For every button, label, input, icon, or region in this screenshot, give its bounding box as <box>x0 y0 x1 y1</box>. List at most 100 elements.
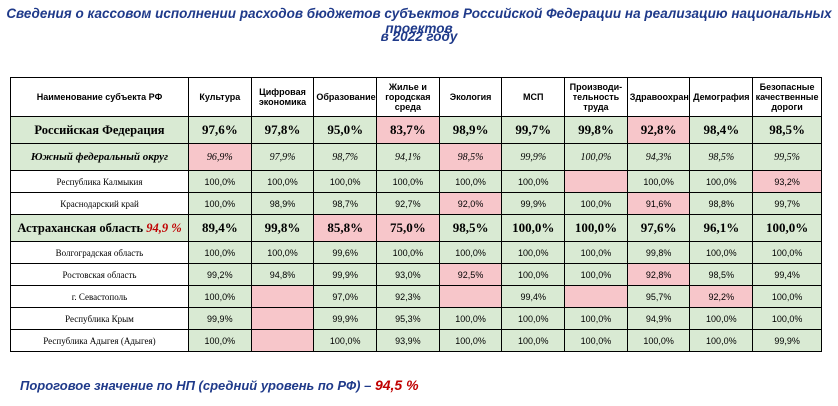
header-row: Наименование субъекта РФ Культура Цифров… <box>10 77 822 117</box>
value-cell: 100,0% <box>187 241 252 264</box>
value-cell: 100,0% <box>564 307 628 330</box>
value-cell <box>250 329 315 352</box>
value-cell: 100,0% <box>376 170 440 193</box>
region-name-text: Астраханская область <box>17 220 144 235</box>
region-name-text: Республика Крым <box>65 313 134 324</box>
value-cell: 100,0% <box>187 170 252 193</box>
value-cell: 97,0% <box>313 285 378 308</box>
value-cell: 99,8% <box>564 116 628 144</box>
region-name: Волгоградская область <box>10 241 189 264</box>
region-name: г. Севастополь <box>10 285 189 308</box>
value-cell <box>564 285 628 308</box>
region-name-text: Республика Калмыкия <box>56 176 143 187</box>
value-cell: 89,4% <box>187 214 252 242</box>
col-header-roads: Безопасные качественные дороги <box>752 77 822 117</box>
value-cell: 100,0% <box>187 329 252 352</box>
value-cell: 96,9% <box>187 143 252 171</box>
value-cell: 100,0% <box>313 329 378 352</box>
value-cell: 100,0% <box>626 170 691 193</box>
value-cell: 100,0% <box>250 170 315 193</box>
value-cell: 94,9% <box>626 307 691 330</box>
value-cell: 99,9% <box>313 263 378 286</box>
value-cell: 99,6% <box>313 241 378 264</box>
table-row: Астраханская область 94,9 % 89,4% 99,8% 85,… <box>10 214 822 242</box>
region-name-text: Южный федеральный округ <box>30 151 169 163</box>
value-cell: 100,0% <box>313 170 378 193</box>
value-cell: 99,8% <box>250 214 315 242</box>
value-cell: 85,8% <box>313 214 378 242</box>
col-header-demography: Демография <box>689 77 754 117</box>
value-cell <box>438 285 503 308</box>
threshold-note: Пороговое значение по НП (средний уровен… <box>20 377 419 393</box>
value-cell: 100,0% <box>564 241 628 264</box>
table-row: Ростовская область 99,2% 94,8% 99,9% 93,0% 92… <box>10 263 822 286</box>
value-cell: 100,0% <box>438 170 503 193</box>
value-cell: 92,8% <box>626 116 691 144</box>
value-cell: 93,9% <box>376 329 440 352</box>
value-cell: 100,0% <box>689 329 754 352</box>
region-name-text: Российская Федерация <box>34 122 165 137</box>
value-cell: 92,5% <box>438 263 503 286</box>
value-cell: 100,0% <box>564 329 628 352</box>
value-cell: 98,7% <box>313 143 378 171</box>
value-cell: 98,4% <box>689 116 754 144</box>
value-cell: 100,0% <box>501 214 566 242</box>
value-cell: 98,8% <box>689 192 754 215</box>
value-cell: 98,5% <box>752 116 822 144</box>
table-row: Республика Калмыкия 100,0% 100,0% 100,0% 100… <box>10 170 822 193</box>
col-header-ecology: Экология <box>438 77 503 117</box>
value-cell: 98,7% <box>313 192 378 215</box>
value-cell: 92,2% <box>689 285 754 308</box>
value-cell: 100,0% <box>187 285 252 308</box>
value-cell: 100,0% <box>752 307 822 330</box>
value-cell: 100,0% <box>564 192 628 215</box>
value-cell: 100,0% <box>501 329 566 352</box>
value-cell: 100,0% <box>438 241 503 264</box>
value-cell: 75,0% <box>376 214 440 242</box>
value-cell: 97,8% <box>250 116 315 144</box>
value-cell: 98,5% <box>689 143 754 171</box>
value-cell: 95,0% <box>313 116 378 144</box>
region-name-text: Краснодарский край <box>60 198 139 209</box>
threshold-value: 94,5 % <box>374 377 419 393</box>
region-name: Краснодарский край <box>10 192 189 215</box>
value-cell: 99,4% <box>501 285 566 308</box>
threshold-label: Пороговое значение по НП (средний уровен… <box>20 378 375 393</box>
value-cell: 97,9% <box>250 143 315 171</box>
value-cell: 97,6% <box>626 214 691 242</box>
region-name: Астраханская область 94,9 % <box>10 214 189 242</box>
report-title: Сведения о кассовом исполнении расходов … <box>6 6 832 36</box>
value-cell: 92,3% <box>376 285 440 308</box>
value-cell: 93,2% <box>752 170 822 193</box>
value-cell: 100,0% <box>501 307 566 330</box>
value-cell: 94,1% <box>376 143 440 171</box>
value-cell: 100,0% <box>564 214 628 242</box>
col-header-msp: МСП <box>501 77 566 117</box>
value-cell: 95,7% <box>626 285 691 308</box>
value-cell: 99,9% <box>187 307 252 330</box>
value-cell: 100,0% <box>438 307 503 330</box>
value-cell: 94,8% <box>250 263 315 286</box>
region-average-value: 94,9 % <box>146 220 182 235</box>
region-name: Республика Адыгея (Адыгея) <box>10 329 189 352</box>
region-name: Республика Калмыкия <box>10 170 189 193</box>
value-cell: 100,0% <box>376 241 440 264</box>
value-cell: 97,6% <box>187 116 252 144</box>
col-header-region: Наименование субъекта РФ <box>10 77 189 117</box>
value-cell: 99,2% <box>187 263 252 286</box>
table-row: Республика Адыгея (Адыгея) 100,0% 100,0% 93… <box>10 329 822 352</box>
table-row: Южный федеральный округ 96,9% 97,9% 98,7% 94… <box>10 143 822 171</box>
col-header-healthcare: Здравоохранение <box>626 77 691 117</box>
table-row: Волгоградская область 100,0% 100,0% 99,6% 10… <box>10 241 822 264</box>
region-name: Республика Крым <box>10 307 189 330</box>
value-cell: 100,0% <box>501 263 566 286</box>
col-header-housing: Жилье и городская среда <box>376 77 440 117</box>
value-cell: 100,0% <box>626 329 691 352</box>
region-name: Ростовская область <box>10 263 189 286</box>
value-cell: 99,7% <box>752 192 822 215</box>
value-cell: 100,0% <box>187 192 252 215</box>
region-name-text: Республика Адыгея (Адыгея) <box>43 335 156 346</box>
value-cell: 94,3% <box>626 143 691 171</box>
value-cell: 100,0% <box>501 170 566 193</box>
table-row: Краснодарский край 100,0% 98,9% 98,7% 92,7% 9… <box>10 192 822 215</box>
